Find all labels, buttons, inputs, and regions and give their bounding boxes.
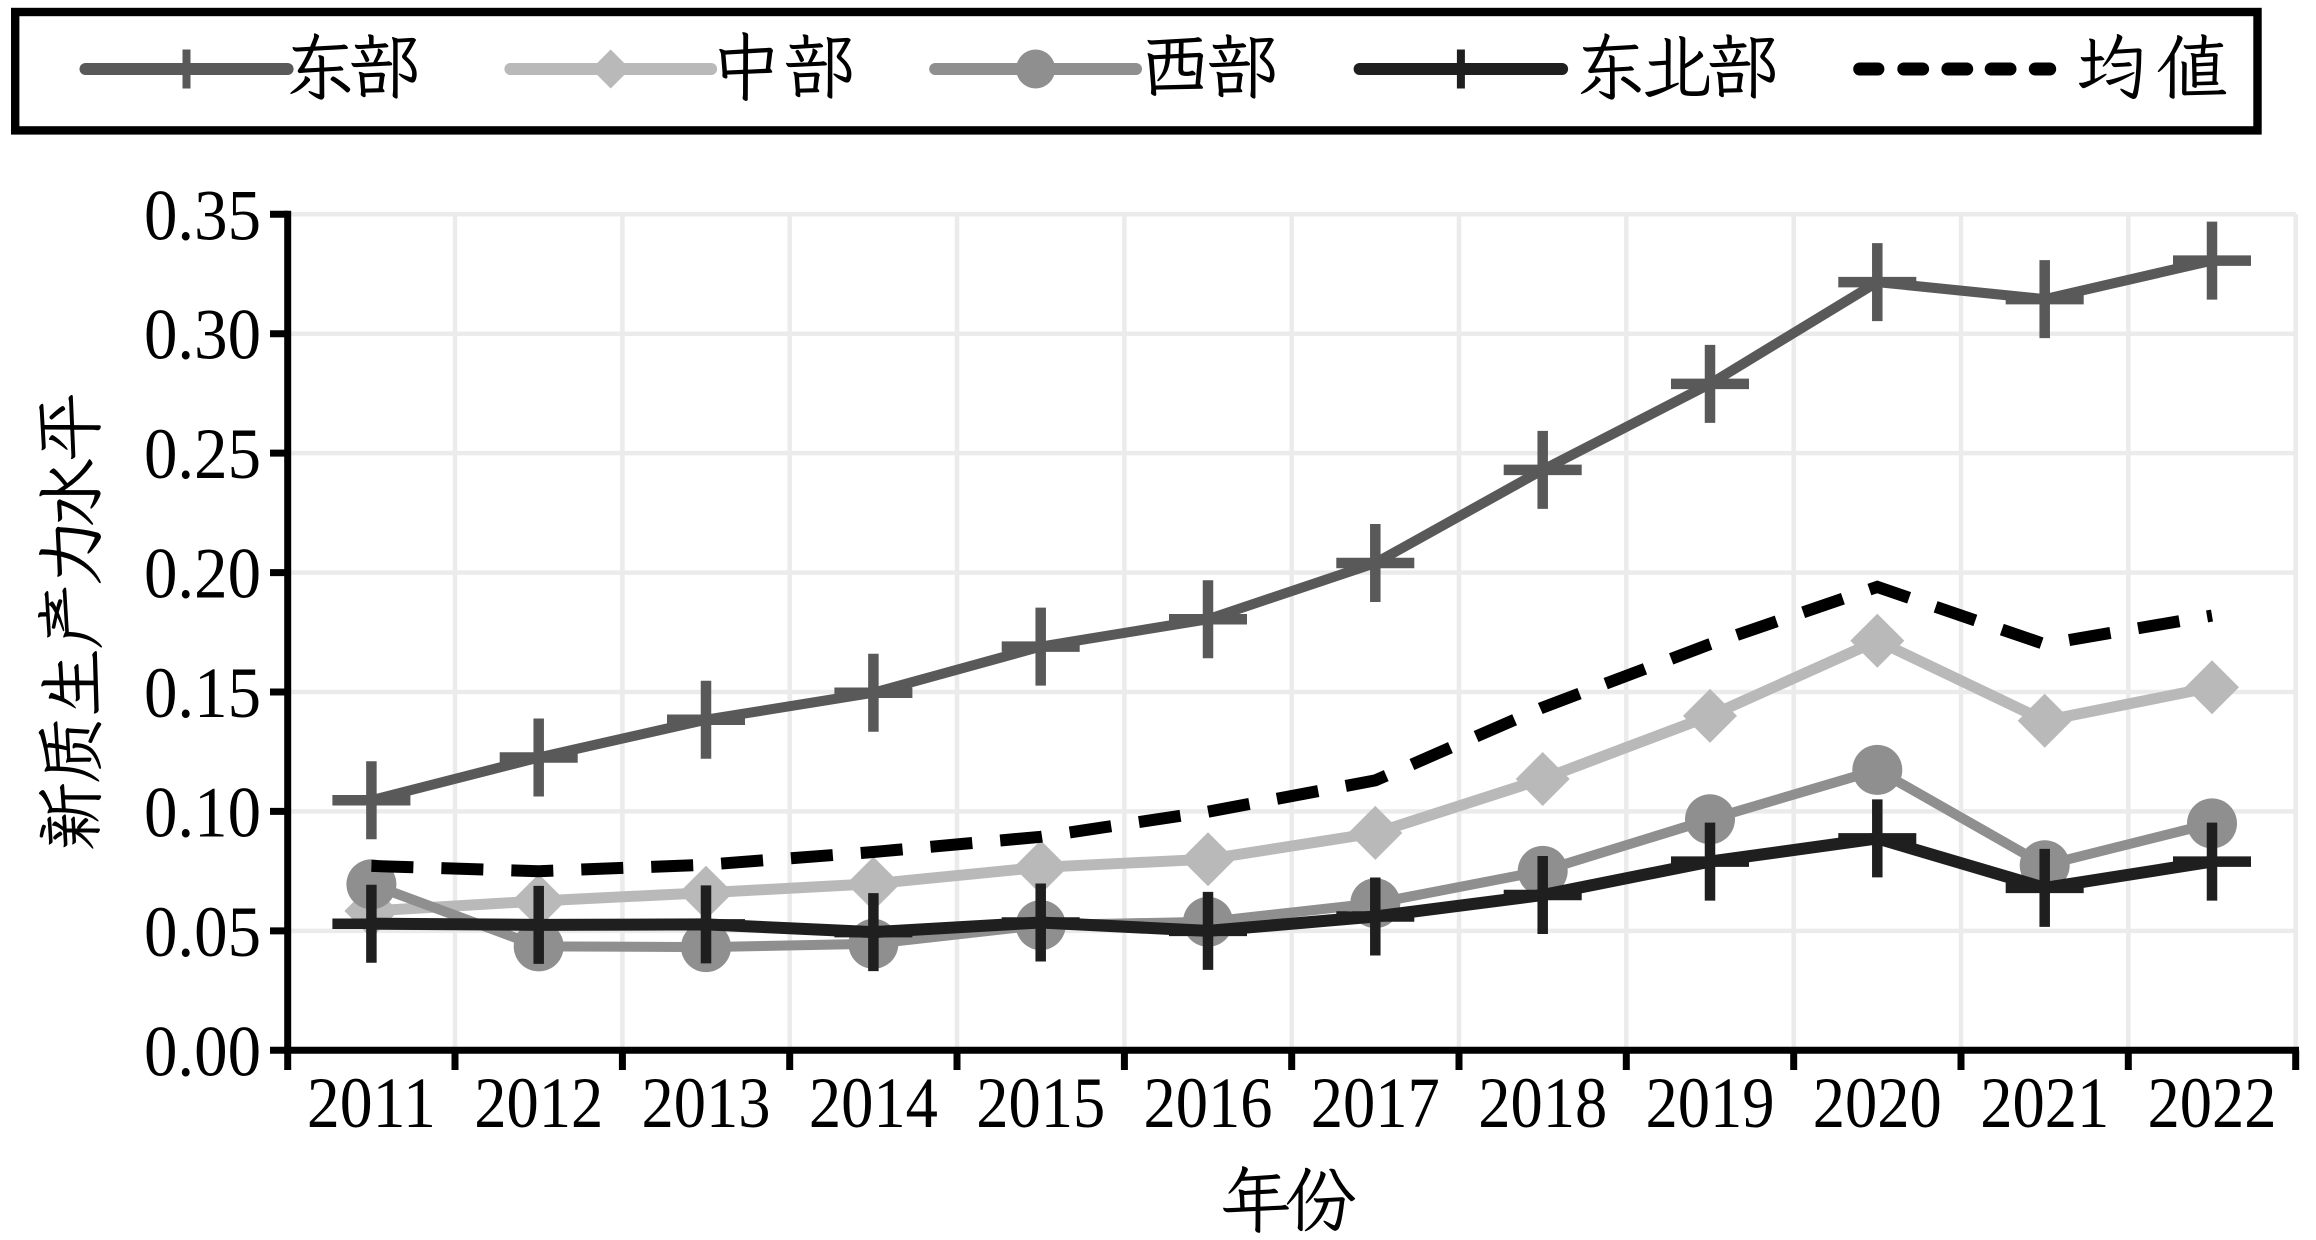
svg-text:2012: 2012 <box>474 1063 603 1143</box>
svg-text:0.35: 0.35 <box>144 175 261 255</box>
svg-text:2015: 2015 <box>976 1063 1105 1143</box>
svg-text:2021: 2021 <box>1980 1063 2109 1143</box>
svg-text:0.30: 0.30 <box>144 295 261 375</box>
svg-text:2016: 2016 <box>1144 1063 1273 1143</box>
svg-text:0.10: 0.10 <box>144 772 261 852</box>
svg-text:0.05: 0.05 <box>144 892 261 972</box>
svg-text:2019: 2019 <box>1646 1063 1775 1143</box>
svg-text:0.00: 0.00 <box>144 1011 261 1091</box>
svg-text:2017: 2017 <box>1311 1063 1440 1143</box>
svg-text:0.15: 0.15 <box>144 653 261 733</box>
svg-text:2011: 2011 <box>307 1063 436 1143</box>
svg-text:2022: 2022 <box>2148 1063 2277 1143</box>
svg-text:0.25: 0.25 <box>144 414 261 494</box>
svg-text:2013: 2013 <box>642 1063 771 1143</box>
svg-text:2014: 2014 <box>809 1063 938 1143</box>
svg-text:2018: 2018 <box>1478 1063 1607 1143</box>
svg-text:2020: 2020 <box>1813 1063 1942 1143</box>
svg-text:0.20: 0.20 <box>144 534 261 614</box>
